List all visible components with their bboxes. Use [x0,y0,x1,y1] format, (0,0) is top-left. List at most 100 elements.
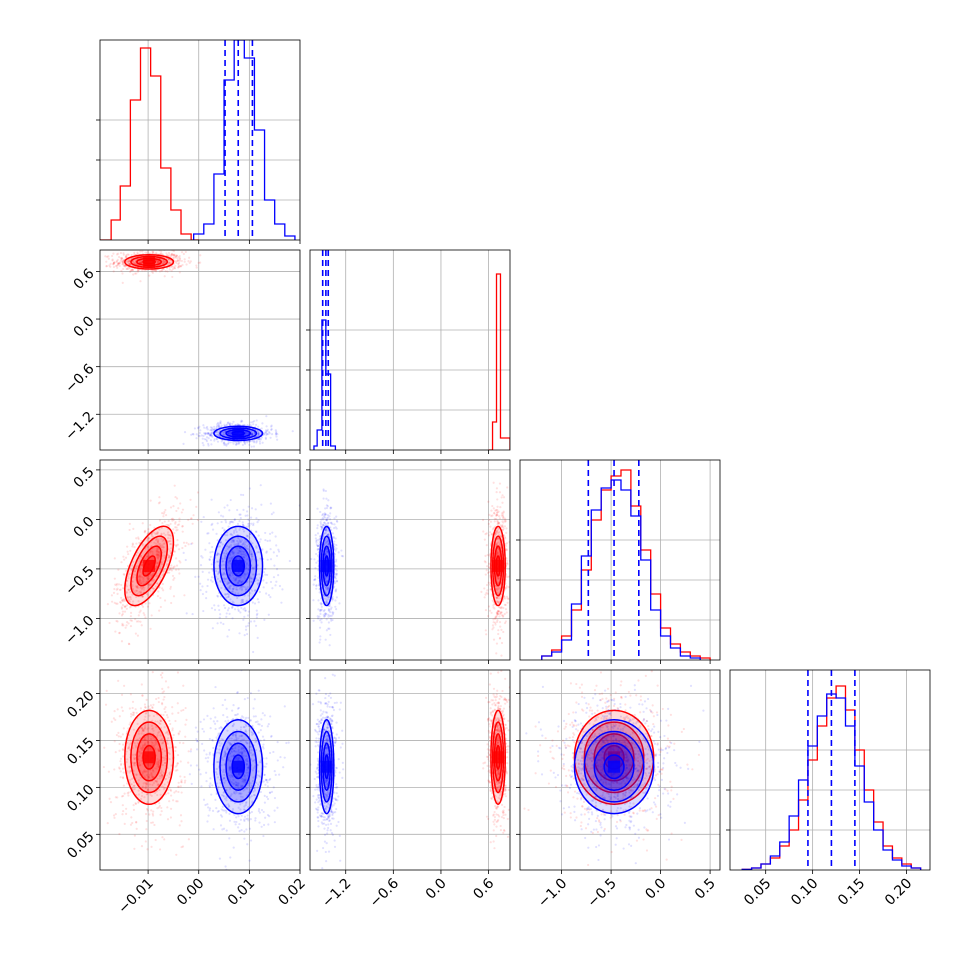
scatter-point [238,579,241,582]
scatter-point [330,606,333,609]
scatter-point [150,809,153,812]
scatter-point [246,585,250,589]
scatter-point [146,848,149,851]
scatter-point [492,511,496,515]
scatter-point [175,790,178,793]
scatter-point [130,268,133,272]
scatter-point [156,554,159,557]
scatter-point [227,568,230,572]
scatter-point [108,797,111,800]
scatter-point [151,706,154,709]
scatter-point [323,597,326,600]
scatter-point [238,547,241,550]
scatter-point [228,560,231,563]
scatter-point [505,586,508,590]
scatter-point [490,509,493,512]
scatter-point [133,253,136,256]
scatter-point [253,419,256,423]
scatter-point [497,521,500,524]
scatter-point [103,746,106,749]
scatter-point [271,531,274,534]
scatter-point [123,822,126,825]
scatter-point [216,572,220,576]
scatter-point [135,585,138,589]
scatter-point [208,558,211,561]
scatter-point [162,512,165,515]
scatter-point [124,256,127,259]
scatter-point [223,552,226,555]
scatter-point [181,525,184,528]
scatter-point [147,537,150,540]
scatter-point [326,587,329,590]
scatter-point [243,442,247,446]
scatter-point [251,420,254,424]
scatter-point [275,430,278,434]
scatter-point [105,265,108,268]
scatter-point [325,618,328,621]
scatter-point [129,549,132,552]
scatter-point [269,502,272,505]
scatter-point [163,783,166,786]
scatter-point [226,592,230,595]
scatter-point [312,619,315,622]
scatter-point [174,260,177,263]
scatter-point [234,577,237,580]
scatter-point [504,519,507,522]
scatter-point [506,563,509,566]
scatter-point [222,431,225,434]
scatter-point [241,443,245,447]
scatter-point [216,577,220,580]
scatter-point [146,741,149,744]
scatter-point [487,581,490,584]
scatter-point [326,542,329,546]
scatter-point [497,552,500,555]
scatter-point [182,442,185,445]
scatter-point [144,602,147,605]
scatter-point [169,585,172,588]
scatter-point [228,422,231,426]
scatter-point [504,603,507,607]
scatter-point [247,522,251,525]
scatter-point [239,576,242,579]
scatter-point [249,540,252,543]
scatter-point [335,596,338,599]
scatter-point [119,735,122,738]
scatter-point [177,261,181,265]
scatter-point [242,508,245,511]
scatter-point [162,268,165,271]
scatter-point [505,595,509,598]
scatter-point [119,251,123,255]
scatter-point [144,616,147,619]
scatter-point [127,642,131,645]
scatter-point [128,262,131,266]
scatter-point [160,806,163,810]
scatter-point [129,624,133,628]
scatter-point [131,260,134,263]
scatter-point [335,572,339,576]
scatter-point [251,589,254,592]
scatter-point [187,543,190,546]
scatter-point [164,680,168,683]
y-tick-label: 0.0 [71,514,98,541]
scatter-point [500,641,504,645]
scatter-point [246,432,249,435]
scatter-point [136,634,140,637]
scatter-point [322,609,325,613]
scatter-point [183,775,186,779]
scatter-point [153,791,157,795]
scatter-point [327,533,330,536]
scatter-point [218,608,221,612]
scatter-point [240,601,243,604]
scatter-point [257,425,260,428]
scatter-point [166,270,169,273]
scatter-point [497,577,500,580]
scatter-point [185,263,188,266]
scatter-point [328,609,331,612]
scatter-point [152,251,155,254]
scatter-point [331,618,334,622]
scatter-point [326,519,329,522]
scatter-point [249,592,252,595]
scatter-point [483,538,486,541]
scatter-point [121,804,124,807]
scatter-point [129,742,132,745]
